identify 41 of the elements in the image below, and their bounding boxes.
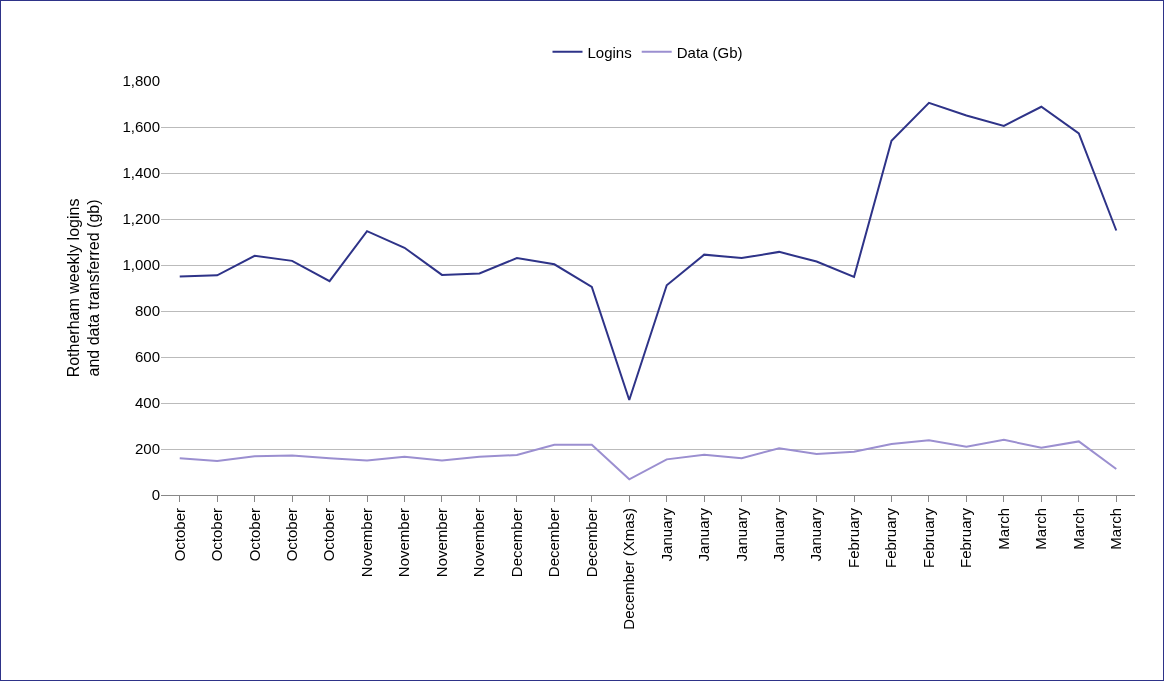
y-tick-label: 1,400	[122, 164, 160, 182]
line-series	[178, 438, 1118, 481]
x-tick-label: February	[957, 507, 975, 569]
x-tick-label: December	[582, 508, 600, 578]
x-tick-label: October	[208, 508, 226, 562]
x-tick-label: December (Xmas)	[620, 508, 638, 630]
y-tick-label: 200	[134, 440, 160, 458]
x-tick-label: November	[432, 508, 450, 578]
y-tick-label: 1,000	[122, 256, 160, 274]
x-tick-label: March	[1069, 508, 1087, 550]
x-tick-label: January	[695, 507, 713, 562]
x-tick-label: November	[395, 508, 413, 578]
x-tick-label: January	[769, 507, 787, 562]
line-series	[178, 101, 1118, 402]
x-tick-label: October	[170, 508, 188, 562]
x-tick-label: December	[507, 508, 525, 578]
x-tick-label: October	[245, 508, 263, 562]
x-tick-label: November	[470, 508, 488, 578]
y-tick-label: 800	[134, 302, 160, 320]
y-tick-label: 1,800	[122, 72, 160, 90]
x-tick-label: January	[807, 507, 825, 562]
x-tick-label: March	[994, 508, 1012, 550]
y-tick-label: 1,200	[122, 210, 160, 228]
y-tick-label: 400	[134, 394, 160, 412]
x-tick-label: November	[357, 508, 375, 578]
x-tick-label: January	[732, 507, 750, 562]
y-axis-title: Rotherham weekly logins and data transferred (gb)	[64, 198, 103, 378]
x-tick-label: March	[1107, 508, 1125, 550]
x-tick-label: February	[882, 507, 900, 569]
y-tick-label: 0	[151, 486, 160, 504]
x-tick-label: December	[545, 508, 563, 578]
legend-label: Data (Gb)	[676, 43, 743, 61]
x-tick-label: February	[919, 507, 937, 569]
x-tick-label: January	[657, 507, 675, 562]
x-tick-label: October	[320, 508, 338, 562]
y-tick-label: 600	[134, 348, 160, 366]
y-tick-label: 1,600	[122, 118, 160, 136]
x-tick-label: March	[1032, 508, 1050, 550]
x-tick-label: October	[282, 508, 300, 562]
x-tick-label: February	[844, 507, 862, 569]
legend-label: Logins	[587, 43, 632, 61]
